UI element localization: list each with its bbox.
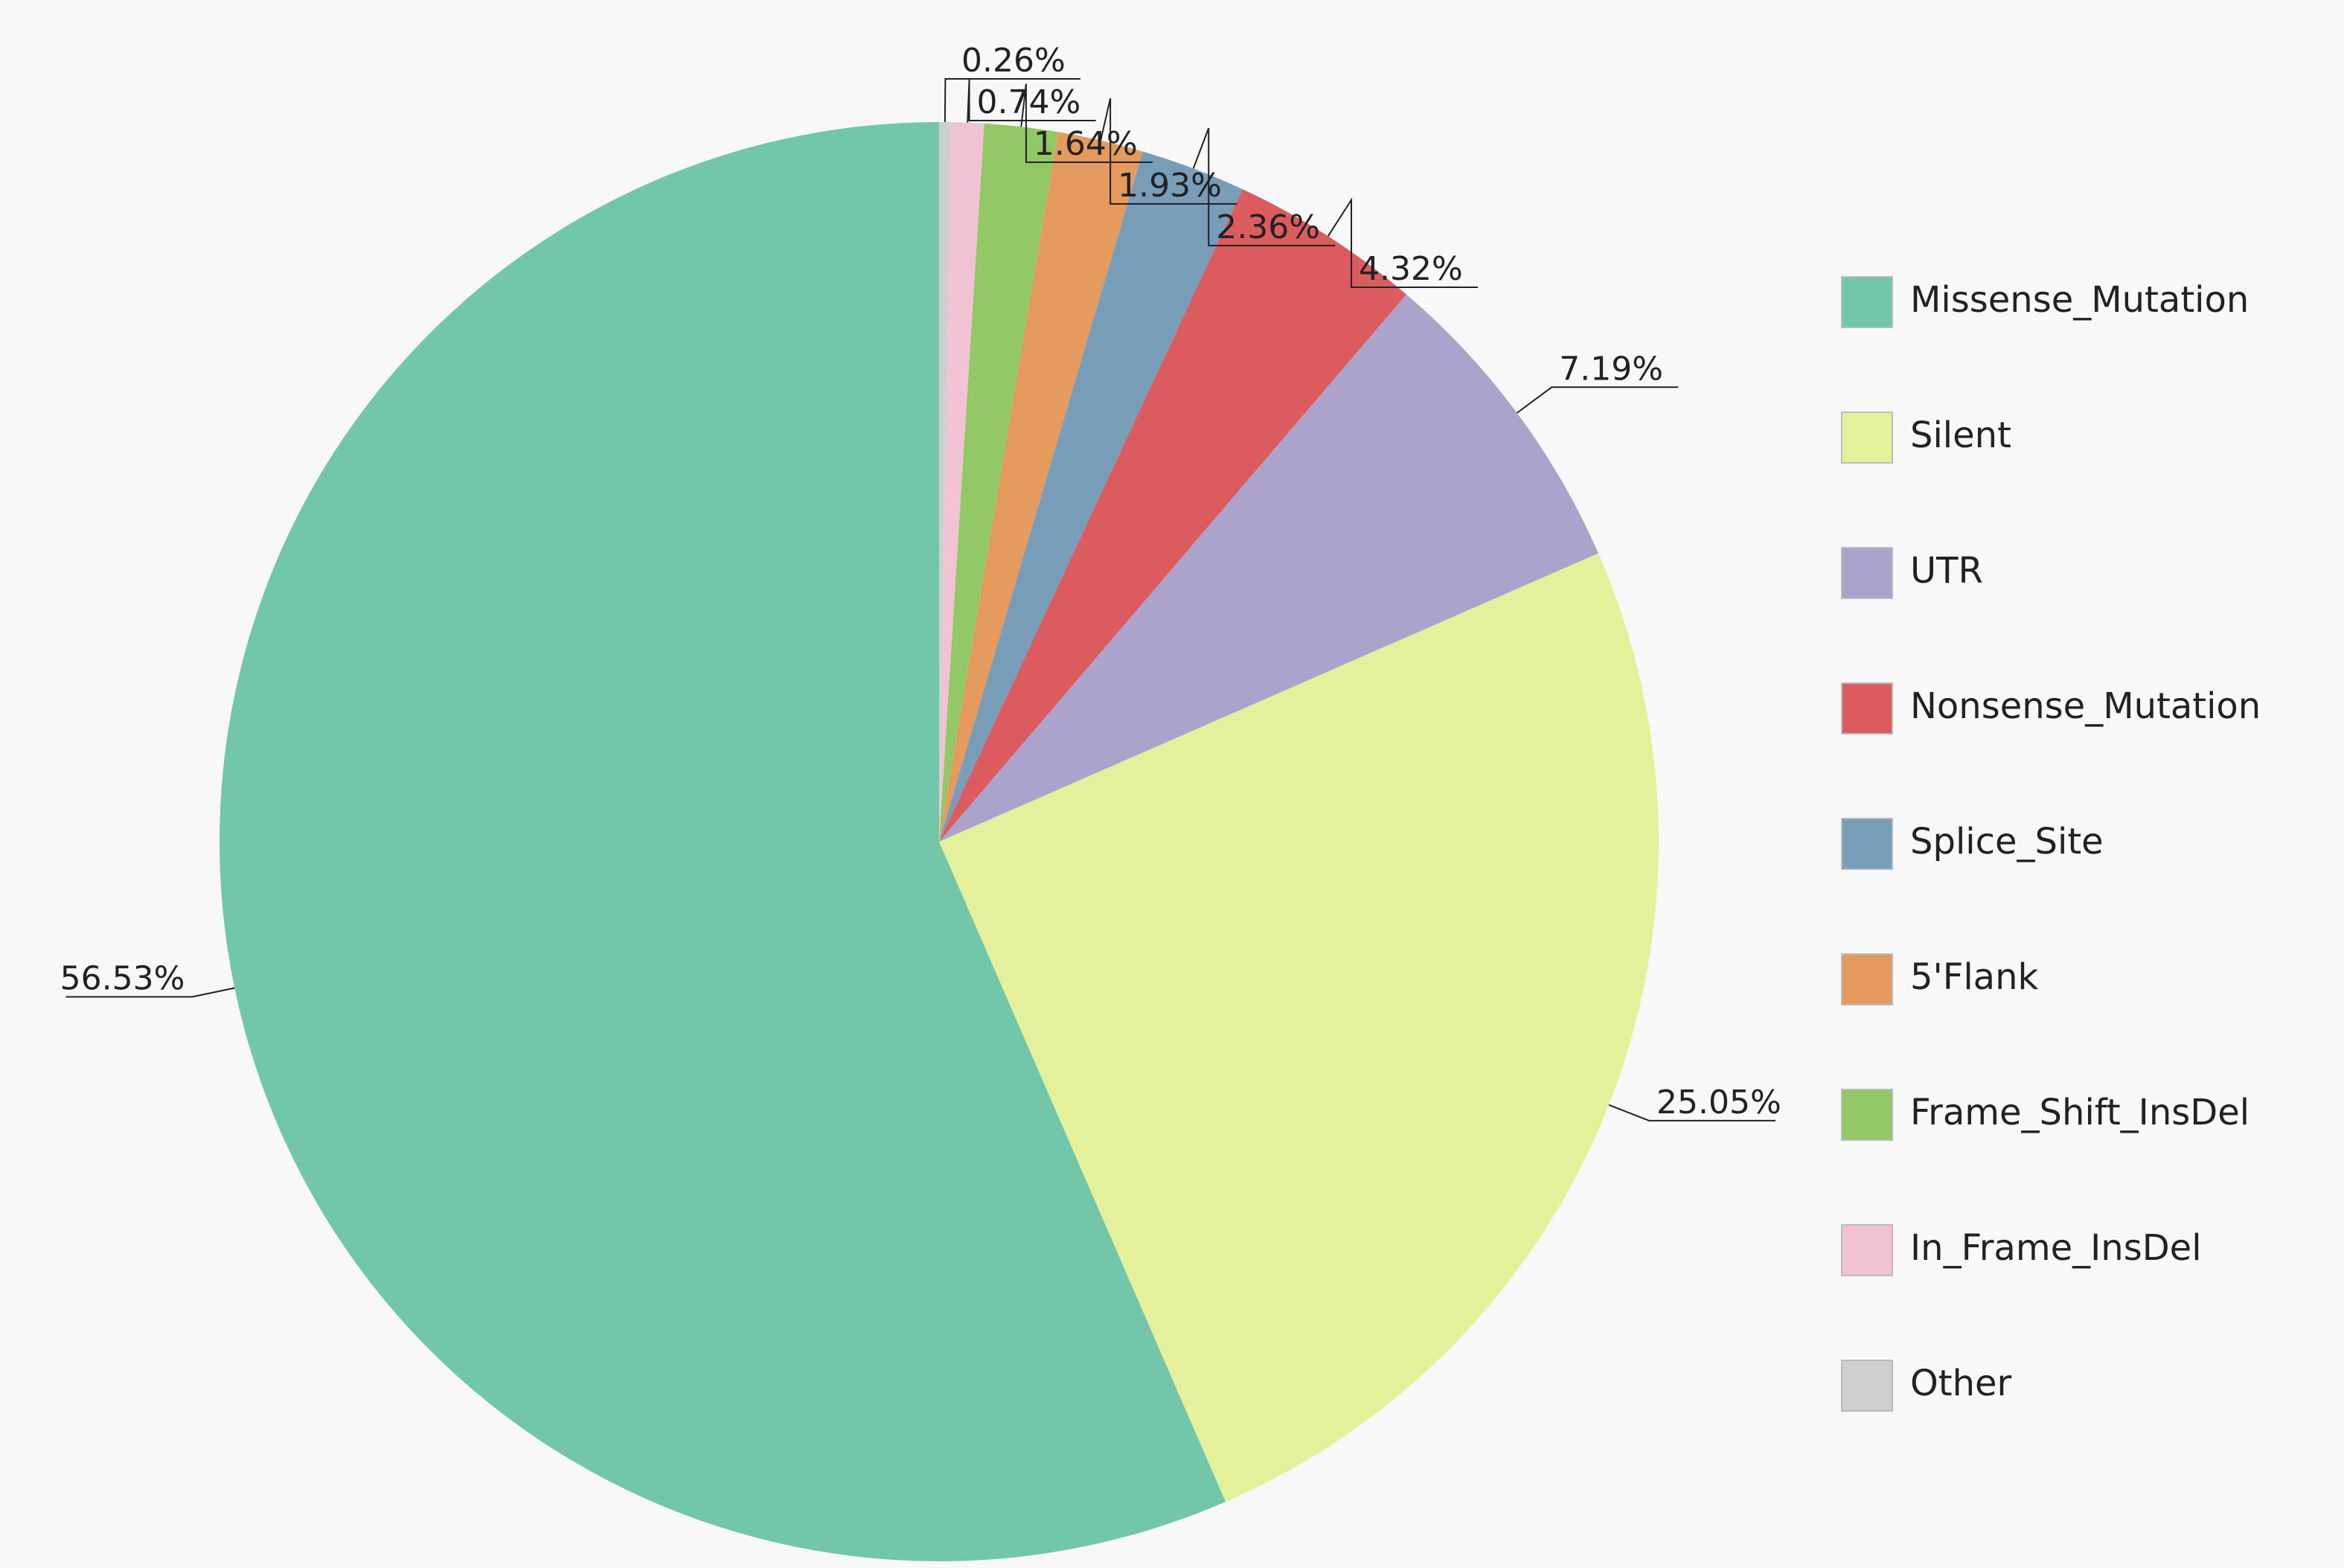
data-label: 25.05% — [1656, 1084, 1781, 1121]
leader-line — [944, 78, 1080, 123]
leader-line — [1020, 83, 1153, 164]
leader-line — [1608, 1104, 1776, 1121]
leader-line — [1327, 197, 1479, 289]
legend-swatch — [1841, 547, 1893, 599]
pie-slice — [939, 151, 1243, 842]
leader-line — [967, 79, 1096, 123]
legend-swatch — [1841, 412, 1893, 464]
legend-label: Missense_Mutation — [1910, 279, 2249, 321]
legend-swatch — [1841, 1089, 1893, 1141]
pie-slice — [219, 121, 1226, 1562]
legend-swatch — [1841, 1224, 1893, 1276]
data-label: 0.74% — [977, 83, 1081, 121]
leader-line — [1192, 127, 1336, 247]
legend-label: Nonsense_Mutation — [1910, 685, 2261, 727]
data-label: 56.53% — [60, 959, 185, 997]
legend-label: UTR — [1910, 550, 1983, 592]
legend-swatch — [1841, 276, 1893, 328]
pie-slice — [939, 122, 951, 842]
legend-label: 5'Flank — [1910, 956, 2039, 998]
legend-swatch — [1841, 682, 1893, 735]
data-label: 2.36% — [1216, 208, 1320, 246]
legend-swatch — [1841, 818, 1893, 870]
legend-label: Silent — [1910, 415, 2011, 456]
legend-label: Frame_Shift_InsDel — [1910, 1092, 2249, 1133]
data-label: 1.93% — [1118, 167, 1222, 205]
leader-line — [65, 987, 235, 998]
pie-slice — [939, 123, 1058, 842]
data-label: 4.32% — [1359, 250, 1463, 288]
legend-swatch — [1841, 953, 1893, 1005]
pie-slice — [939, 553, 1659, 1503]
data-label: 0.26% — [961, 42, 1066, 80]
pie-slice — [939, 294, 1598, 842]
pie-slice — [939, 189, 1406, 842]
data-label: 7.19% — [1559, 350, 1663, 388]
pie-slice — [939, 132, 1143, 842]
legend-label: Splice_Site — [1910, 821, 2104, 863]
leader-line — [1517, 386, 1679, 414]
legend-label: In_Frame_InsDel — [1910, 1227, 2202, 1269]
legend-swatch — [1841, 1360, 1893, 1412]
data-label: 1.64% — [1034, 125, 1138, 163]
leader-line — [1100, 97, 1237, 205]
legend-label: Other — [1910, 1363, 2012, 1404]
pie-slice — [939, 122, 984, 842]
